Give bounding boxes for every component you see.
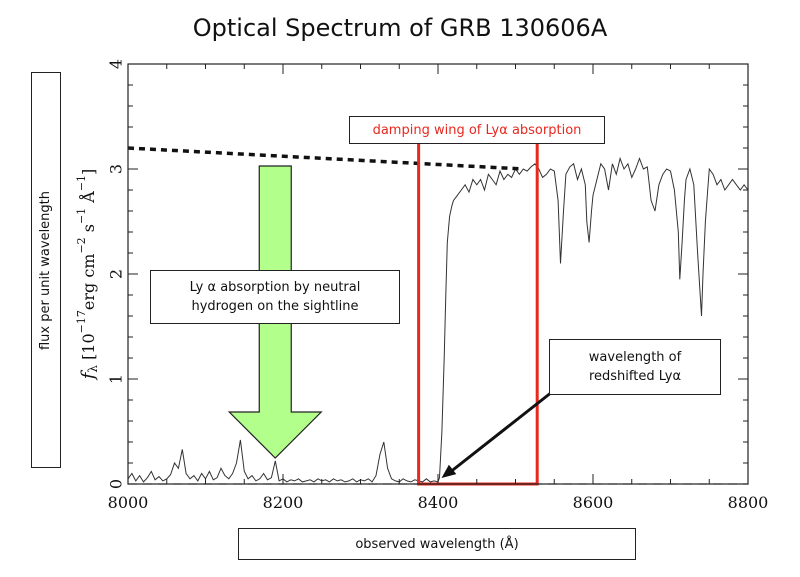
ylabel-angstrom: Å — [78, 191, 98, 208]
y-tick-label: 0 — [107, 479, 126, 489]
damping-wing-highlight-box — [417, 136, 539, 486]
redshift-annotation-text: wavelength of redshifted Lyα — [588, 350, 682, 384]
ylabel-exp-1: −17 — [75, 310, 88, 333]
y-tick-label: 2 — [107, 269, 126, 279]
ylabel-exp-4: −1 — [75, 175, 88, 191]
ylabel-prefix: [10 — [79, 333, 98, 365]
x-tick-label: 8200 — [263, 493, 304, 512]
redshift-annotation: wavelength of redshifted Lyα — [549, 339, 721, 395]
x-tick-label: 8000 — [108, 493, 149, 512]
absorption-annotation-text: Ly α absorption by neutral hydrogen on t… — [189, 280, 361, 314]
redshift-pointer-head — [441, 464, 457, 478]
continuum-extrapolation-line — [127, 146, 524, 171]
x-tick-label: 8800 — [728, 493, 769, 512]
y-tick-label: 3 — [107, 164, 126, 174]
ylabel-exp-2: −2 — [75, 237, 88, 253]
ylabel-suffix: ] — [79, 169, 98, 175]
ylabel-exp-3: −1 — [75, 208, 88, 224]
ylabel-subscript: λ — [86, 365, 100, 373]
page-title: Optical Spectrum of GRB 130606A — [192, 14, 608, 42]
x-tick-label: 8600 — [573, 493, 614, 512]
damping-annotation-text: damping wing of Lyα absorption — [372, 122, 582, 138]
ylabel-s: s — [79, 224, 98, 237]
outer-xlabel: observed wavelength (Å) — [355, 536, 519, 552]
redshift-pointer-line — [450, 390, 553, 473]
ylabel-unit: erg cm — [79, 254, 98, 311]
y-tick-label: 1 — [107, 374, 126, 384]
absorption-annotation: Ly α absorption by neutral hydrogen on t… — [150, 270, 400, 324]
damping-annotation: damping wing of Lyα absorption — [349, 116, 605, 144]
y-axis-label: fλ [10−17erg cm−2 s−1 Å−1] — [75, 169, 101, 382]
outer-ylabel: flux per unit wavelength — [38, 190, 54, 350]
outer-ylabel-box: flux per unit wavelength — [31, 72, 61, 468]
x-tick-label: 8400 — [418, 493, 459, 512]
outer-xlabel-box: observed wavelength (Å) — [238, 528, 636, 560]
spectrum-line — [127, 156, 749, 483]
y-tick-label: 4 — [107, 59, 126, 69]
